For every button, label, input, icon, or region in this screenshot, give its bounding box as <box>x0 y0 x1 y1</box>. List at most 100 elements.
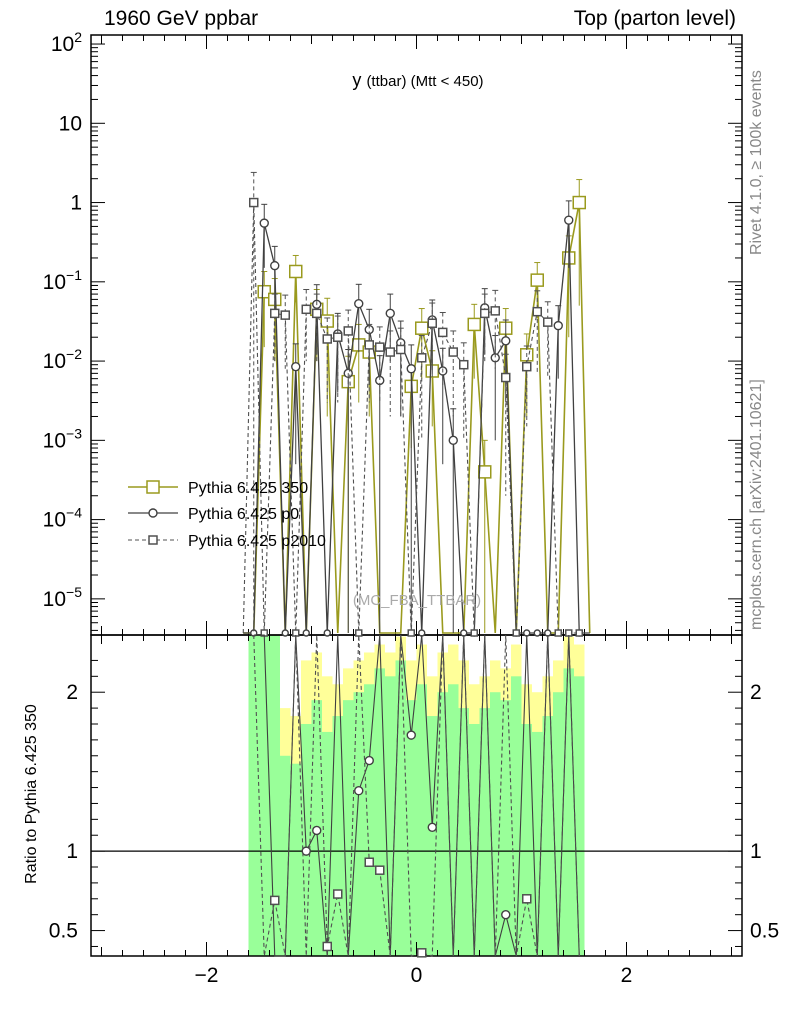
header-energy-label: 1960 GeV ppbar <box>104 7 259 30</box>
ratio-green-band-bin <box>259 635 270 956</box>
data-point <box>249 197 259 208</box>
ratio-point <box>364 755 374 766</box>
rivet-version-label: Rivet 4.1.0, ≥ 100k events <box>748 70 765 255</box>
data-point <box>257 284 271 299</box>
ratio-green-band-bin <box>385 676 396 956</box>
ratio-green-band-bin <box>364 684 375 956</box>
data-point <box>501 336 511 346</box>
series-line-0 <box>243 202 591 634</box>
data-point <box>438 327 448 338</box>
ratio-point <box>301 846 311 856</box>
series-line-2 <box>242 202 590 634</box>
ratio-point <box>427 822 437 832</box>
data-point <box>448 347 458 357</box>
ratio-point <box>375 865 385 875</box>
ratio-green-band-bin <box>490 692 501 956</box>
legend-marker <box>148 508 158 518</box>
ratio-green-band-bin <box>574 676 585 956</box>
data-point <box>490 306 500 316</box>
data-point <box>478 465 492 479</box>
ratio-green-band-bin <box>416 684 427 956</box>
data-point <box>270 260 280 271</box>
data-point <box>448 435 458 446</box>
main-panel-frame <box>90 34 743 956</box>
floor-marker <box>533 629 541 637</box>
data-point <box>406 364 416 374</box>
ratio-y-tick-label-right: 0.5 <box>750 920 779 943</box>
ratio-green-band-bin <box>500 700 511 956</box>
ratio-green-band-bin <box>469 723 480 956</box>
data-point <box>572 195 586 210</box>
ratio-point <box>312 825 322 836</box>
y-tick-label: 10−4 <box>43 505 83 532</box>
data-point <box>530 273 544 287</box>
ratio-point <box>406 730 416 740</box>
data-point <box>333 332 343 342</box>
floor-marker <box>575 629 583 637</box>
ratio-point <box>322 941 332 952</box>
ratio-green-band-bin <box>532 731 543 956</box>
ratio-green-band-bin <box>343 700 354 956</box>
data-point <box>417 353 427 363</box>
ratio-green-band-bin <box>437 692 448 956</box>
ratio-panel-frame <box>90 634 743 957</box>
ratio-point <box>417 948 427 958</box>
ratio-green-band-bin <box>458 708 469 956</box>
data-point <box>364 340 374 350</box>
floor-marker <box>355 629 363 637</box>
ratio-green-band-bin <box>553 692 564 956</box>
data-point <box>322 334 332 344</box>
data-point <box>385 308 395 319</box>
ratio-green-band-bin <box>269 635 280 956</box>
legend-marker <box>148 535 158 545</box>
ratio-green-band-bin <box>563 668 574 956</box>
x-tick-label: 2 <box>621 964 633 987</box>
ratio-axes-box <box>90 634 743 957</box>
ratio-green-band-bin <box>322 731 333 956</box>
floor-marker <box>407 629 415 637</box>
mcplots-credit-label: mcplots.cern.ch [arXiv:2401.10621] <box>748 379 765 630</box>
ratio-green-band-bin <box>427 716 438 956</box>
y-tick-label: 1 <box>70 192 82 215</box>
data-point <box>289 264 303 279</box>
ratio-green-band-bin <box>406 700 417 956</box>
data-point <box>501 372 511 383</box>
ratio-green-band-bin <box>395 660 406 956</box>
data-point <box>280 310 290 320</box>
ratio-y-tick-label-right: 1 <box>750 840 762 863</box>
ratio-point <box>522 894 532 904</box>
floor-marker <box>302 629 310 637</box>
data-point <box>459 359 469 370</box>
data-point <box>312 308 322 319</box>
ratio-green-band-bin <box>521 723 532 956</box>
ratio-y-tick-label: 2 <box>66 681 78 704</box>
data-point <box>522 361 532 372</box>
y-tick-label: 10 <box>59 112 82 135</box>
floor-marker <box>470 629 478 637</box>
data-point <box>415 321 429 335</box>
data-point <box>553 320 563 331</box>
data-point <box>270 308 280 319</box>
data-point <box>291 361 301 372</box>
y-tick-label: 102 <box>51 29 82 56</box>
y-tick-label: 10−1 <box>43 267 83 294</box>
ratio-y-tick-label: 0.5 <box>49 920 78 943</box>
plot-title: y (ttbar) (Mtt < 450) <box>352 70 483 90</box>
x-tick-label: −2 <box>195 964 219 987</box>
analysis-watermark: (MC_FBA_TTBAR) <box>353 592 481 609</box>
ratio-green-band-bin <box>511 676 522 956</box>
data-point <box>543 317 553 327</box>
ratio-line-1 <box>253 634 580 957</box>
ratio-green-band-bin <box>374 668 385 956</box>
ratio-green-band-bin <box>280 755 291 956</box>
y-tick-label: 10−5 <box>43 584 83 611</box>
ratio-green-band-bin <box>353 692 364 956</box>
ratio-green-band-bin <box>479 708 490 956</box>
floor-marker <box>323 629 331 637</box>
legend-label: Pythia 6.425 350 <box>188 480 308 497</box>
floor-marker <box>554 629 562 637</box>
legend-label: Pythia 6.425 p2010 <box>188 533 326 550</box>
ratio-green-band-bin <box>290 763 301 956</box>
data-point <box>301 304 311 315</box>
